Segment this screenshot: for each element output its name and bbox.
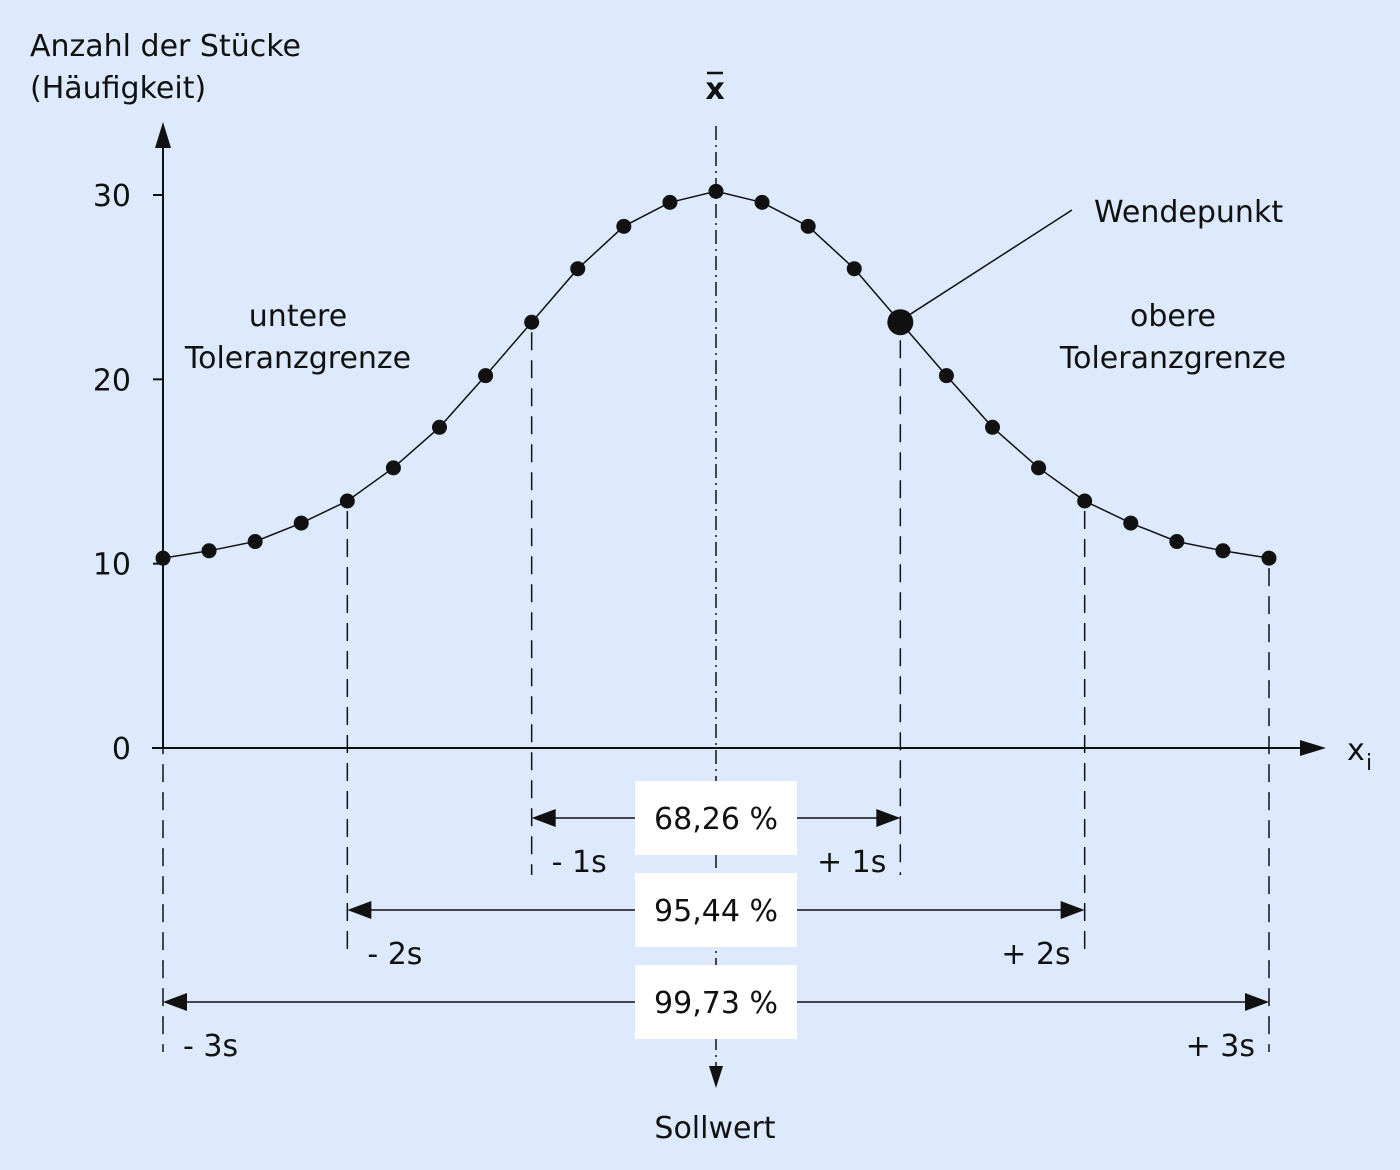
percent-label: 99,73 %: [654, 986, 778, 1021]
range-arrow-left: [347, 901, 372, 919]
data-point: [293, 515, 309, 531]
sigma-left-label: - 1s: [552, 845, 607, 880]
y-axis-label-line2: (Häufigkeit): [30, 71, 206, 106]
curve: [155, 183, 1277, 566]
percent-box: [635, 781, 797, 855]
range-arrow-right: [1245, 993, 1269, 1011]
data-point: [1077, 493, 1093, 509]
data-point: [339, 493, 355, 509]
data-point: [662, 194, 678, 210]
sigma-range-1: 68,26 % - 1s + 1s: [531, 781, 901, 880]
lower-limit-label-line1: untere: [249, 299, 347, 334]
data-point: [201, 543, 217, 559]
upper-limit-label-line1: obere: [1130, 299, 1216, 334]
data-point: [1215, 543, 1231, 559]
sigma-left-label: - 2s: [367, 937, 422, 972]
x-axis-subscript: i: [1366, 751, 1372, 776]
sigma-right-label: + 2s: [1001, 937, 1070, 972]
y-tick-label: 30: [93, 179, 131, 214]
percent-box: [635, 873, 797, 947]
data-point: [432, 419, 447, 435]
data-point: [938, 368, 954, 384]
data-point: [155, 550, 171, 566]
y-axis-arrow: [155, 122, 171, 148]
mean-symbol: x: [705, 72, 724, 107]
percent-label: 68,26 %: [654, 802, 778, 837]
data-point: [247, 534, 263, 550]
range-arrow-right: [1060, 901, 1085, 919]
data-point: [1261, 550, 1277, 566]
x-axis-arrow: [1300, 740, 1326, 756]
lower-limit-label-line2: Toleranzgrenze: [184, 341, 411, 376]
data-point: [985, 419, 1000, 435]
data-point: [846, 261, 862, 277]
inflection-leader-line: [909, 209, 1073, 315]
upper-limit-label-line2: Toleranzgrenze: [1059, 341, 1286, 376]
data-point: [1123, 515, 1139, 531]
sigma-left-label: - 3s: [183, 1029, 238, 1064]
data-point: [385, 460, 401, 476]
x-axis-label: x: [1347, 733, 1365, 768]
data-point: [524, 314, 540, 330]
sigma-range-2: 95,44 % - 2s + 2s: [347, 873, 1085, 972]
target-label: Sollwert: [654, 1111, 775, 1146]
data-point: [800, 218, 816, 234]
percent-box: [635, 965, 797, 1039]
y-axis-label-line1: Anzahl der Stücke: [30, 29, 301, 64]
range-arrow-left: [531, 809, 556, 827]
data-point: [478, 368, 494, 384]
data-point: [616, 218, 632, 234]
sigma-right-label: + 3s: [1186, 1029, 1255, 1064]
data-point: [1031, 460, 1047, 476]
sigma-range-3: 99,73 % - 3s + 3s: [163, 965, 1269, 1064]
data-point: [1169, 534, 1185, 550]
range-arrow-right: [876, 809, 901, 827]
percent-label: 95,44 %: [654, 894, 778, 929]
sigma-ranges: 68,26 % - 1s + 1s 95,44 % - 2s + 2s 99,73 % - 3…: [163, 781, 1269, 1064]
y-tick-label: 0: [112, 732, 131, 767]
target-arrow: [709, 1066, 723, 1088]
data-point: [754, 194, 770, 210]
sigma-right-label: + 1s: [817, 845, 886, 880]
y-tick-label: 10: [93, 548, 131, 583]
inflection-point-marker: [887, 309, 914, 336]
data-point: [708, 183, 724, 199]
axes: 0 10 20 30: [93, 122, 1326, 767]
data-point: [570, 261, 586, 277]
inflection-label: Wendepunkt: [1094, 195, 1283, 230]
range-arrow-left: [163, 993, 187, 1011]
y-tick-label: 20: [93, 363, 131, 398]
